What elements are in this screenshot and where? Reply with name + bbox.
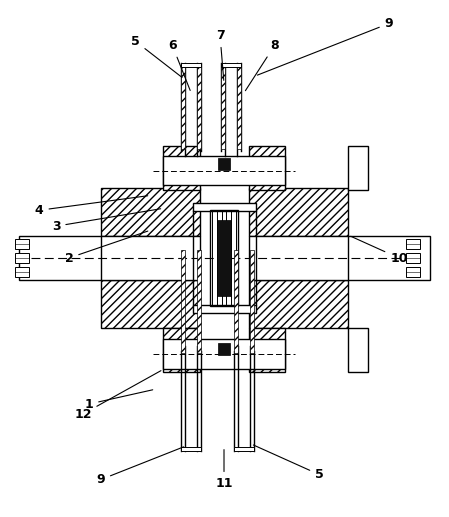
Text: 9: 9 bbox=[97, 447, 184, 486]
Bar bbox=[221, 63, 241, 67]
Bar bbox=[15, 253, 29, 263]
Bar bbox=[163, 340, 285, 369]
Text: 6: 6 bbox=[168, 39, 190, 90]
Text: 3: 3 bbox=[52, 209, 161, 233]
Text: 7: 7 bbox=[216, 29, 224, 80]
Text: 5: 5 bbox=[253, 445, 324, 481]
Bar bbox=[101, 280, 200, 328]
Bar bbox=[237, 65, 241, 149]
Text: 4: 4 bbox=[35, 196, 148, 217]
Bar bbox=[348, 328, 368, 372]
Bar bbox=[406, 239, 420, 249]
Bar bbox=[249, 236, 348, 280]
Bar bbox=[217, 220, 231, 296]
Bar bbox=[163, 146, 200, 190]
Bar bbox=[348, 146, 368, 190]
Bar bbox=[249, 328, 285, 372]
Bar bbox=[101, 236, 200, 280]
Bar bbox=[19, 236, 165, 280]
Bar bbox=[249, 146, 285, 190]
Bar bbox=[234, 447, 254, 451]
Text: 12: 12 bbox=[74, 371, 161, 420]
Bar bbox=[101, 188, 200, 236]
Bar bbox=[181, 63, 201, 67]
Bar bbox=[249, 280, 348, 328]
Bar bbox=[197, 65, 201, 149]
Bar bbox=[250, 250, 254, 354]
Bar bbox=[197, 250, 201, 354]
Bar bbox=[221, 65, 225, 149]
Bar bbox=[210, 210, 238, 306]
Bar bbox=[181, 250, 185, 354]
Text: 1: 1 bbox=[84, 390, 153, 410]
Bar bbox=[193, 203, 256, 211]
Bar bbox=[15, 239, 29, 249]
Bar bbox=[163, 328, 200, 372]
Text: 5: 5 bbox=[131, 35, 182, 78]
Text: 2: 2 bbox=[65, 231, 148, 265]
Text: 8: 8 bbox=[246, 39, 279, 90]
Bar bbox=[181, 65, 185, 149]
Bar bbox=[234, 250, 238, 354]
Text: 10: 10 bbox=[351, 236, 408, 265]
Bar bbox=[249, 188, 348, 236]
Bar bbox=[218, 158, 230, 170]
Bar bbox=[218, 343, 230, 355]
Bar bbox=[406, 267, 420, 277]
Bar bbox=[181, 447, 201, 451]
Bar bbox=[285, 236, 430, 280]
Text: 9: 9 bbox=[257, 17, 393, 75]
Bar bbox=[15, 267, 29, 277]
Bar bbox=[193, 305, 256, 313]
Bar bbox=[406, 253, 420, 263]
Text: 11: 11 bbox=[215, 450, 233, 490]
Bar bbox=[163, 156, 285, 186]
